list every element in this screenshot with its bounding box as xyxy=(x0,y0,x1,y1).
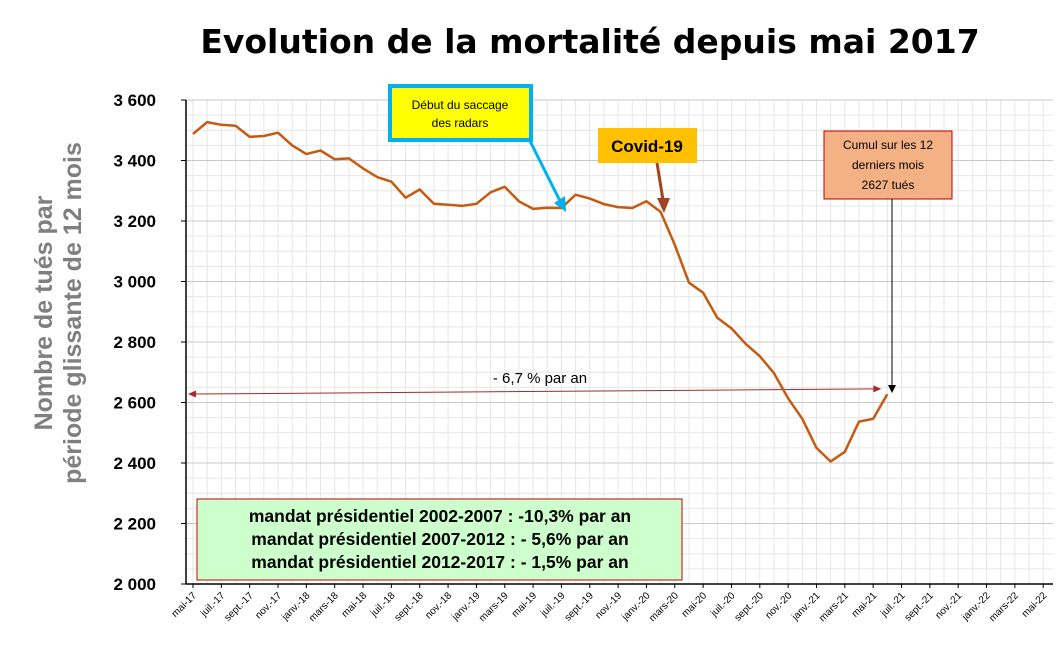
annotation-covid-box xyxy=(598,128,697,163)
x-tick-label: sept.-20 xyxy=(733,590,767,624)
annotation-mandats-line3: mandat présidentiel 2012-2017 : - 1,5% p… xyxy=(251,552,628,572)
annotation-cumul-line1: Cumul sur les 12 xyxy=(843,138,933,152)
x-tick-label: nov.-21 xyxy=(933,590,964,621)
x-tick-label: sept.-17 xyxy=(222,590,256,624)
y-tick-label: 2 800 xyxy=(113,333,156,352)
series-line xyxy=(192,120,889,463)
y-tick-label: 2 000 xyxy=(113,575,156,594)
x-tick-label: mars-20 xyxy=(647,590,681,624)
y-tick-label: 3 000 xyxy=(113,273,156,292)
x-tick-label: nov.-18 xyxy=(423,590,454,621)
annotation-mandats-line1: mandat présidentiel 2002-2007 : -10,3% p… xyxy=(249,506,631,526)
trend-layer xyxy=(188,385,882,398)
y-tick-label: 3 400 xyxy=(113,152,156,171)
annotation-cumul-line2: derniers mois xyxy=(852,158,924,172)
annotation-mandats-box xyxy=(196,498,683,581)
annotation-radars-line1: Début du saccage xyxy=(412,98,509,112)
annotation-covid-label: Covid-19 xyxy=(611,137,683,156)
axes xyxy=(185,100,1053,585)
trend-arrowhead-right xyxy=(873,385,882,393)
annotation-covid-arrowhead xyxy=(657,198,670,213)
annotation-covid: Covid-19 xyxy=(598,128,697,213)
x-tick-label: mai-20 xyxy=(680,590,710,620)
annotation-covid-arrow xyxy=(655,162,665,201)
x-tick-label: sept.-21 xyxy=(903,590,937,624)
annotation-cumul-box xyxy=(823,130,953,200)
annotation-radars-box xyxy=(388,84,533,142)
y-tick-label: 3 600 xyxy=(113,91,156,110)
annotation-radars-line2: des radars xyxy=(432,116,489,130)
x-tick-label: mai-21 xyxy=(850,590,880,620)
x-tick-label: nov.-20 xyxy=(763,590,794,621)
annotation-mandats-line2: mandat présidentiel 2007-2012 : - 5,6% p… xyxy=(251,529,628,549)
trend-line xyxy=(193,388,876,395)
y-axis-label-line2: période glissante de 12 mois xyxy=(59,142,87,484)
x-tick-label: mai-18 xyxy=(340,590,370,620)
y-axis-label-line1: Nombre de tués par xyxy=(30,195,58,430)
x-tick-label: janv.-21 xyxy=(789,590,822,623)
annotation-radars-arrowhead xyxy=(554,196,566,212)
x-tick-label: janv.-19 xyxy=(449,590,482,623)
trend-label: - 6,7 % par an xyxy=(493,370,587,387)
y-tick-label: 2 200 xyxy=(113,515,156,534)
annotation-cumul-line3: 2627 tués xyxy=(862,178,915,192)
x-tick-label: mars-18 xyxy=(307,590,341,624)
annotation-mandats: mandat présidentiel 2002-2007 : -10,3% p… xyxy=(196,498,683,581)
x-tick-label: mai-19 xyxy=(510,590,540,620)
x-tick-label: janv.-20 xyxy=(619,590,652,623)
x-tick-label: mars-19 xyxy=(477,590,511,624)
x-axis-ticks: mai-17 juil.-17sept.-17nov.-17janv.-18mar… xyxy=(170,584,1050,624)
x-tick-label: mai-22 xyxy=(1020,590,1050,620)
x-tick-label: janv.-18 xyxy=(279,590,312,623)
x-tick-label: nov.-17 xyxy=(253,590,284,621)
y-axis-ticks: 2 000 2 200 2 400 2 600 2 800 3 000 3 200 3 400… xyxy=(113,91,186,594)
annotation-cumul: Cumul sur les 12 derniers mois 2627 tués xyxy=(823,130,953,393)
x-tick-label: nov.-19 xyxy=(593,590,624,621)
trend-arrowhead-left xyxy=(188,390,196,398)
y-tick-label: 2 600 xyxy=(113,394,156,413)
horizontal-gridlines xyxy=(186,99,1053,585)
x-tick-label: janv.-22 xyxy=(960,590,993,623)
x-tick-label: sept.-19 xyxy=(563,590,597,624)
x-tick-label: mars-22 xyxy=(987,590,1021,624)
y-tick-label: 2 400 xyxy=(113,454,156,473)
chart-title: Evolution de la mortalité depuis mai 201… xyxy=(200,22,979,61)
annotation-cumul-arrowhead xyxy=(888,385,896,393)
x-tick-label: sept.-18 xyxy=(393,590,427,624)
y-axis-label: Nombre de tués par période glissante de … xyxy=(30,142,87,484)
series-layer xyxy=(192,120,889,463)
annotation-radars-arrow xyxy=(528,140,564,206)
y-tick-label: 3 200 xyxy=(113,212,156,231)
x-tick-label: mars-21 xyxy=(817,590,851,624)
annotation-radars: Début du saccage des radars xyxy=(388,84,566,212)
x-tick-label: mai-17 xyxy=(170,590,200,620)
